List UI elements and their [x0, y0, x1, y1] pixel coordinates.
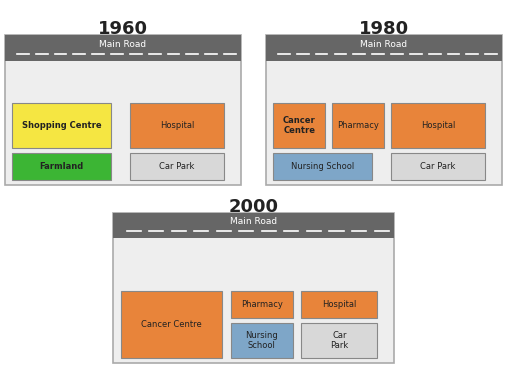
Bar [130, 153, 224, 180]
Bar [332, 103, 384, 148]
Text: Car
Park: Car Park [330, 330, 349, 350]
Text: Pharmacy: Pharmacy [241, 300, 283, 309]
Text: Shopping Centre: Shopping Centre [22, 121, 101, 130]
Text: Farmland: Farmland [39, 162, 84, 171]
Text: Nursing
School: Nursing School [246, 330, 278, 350]
Text: Pharmacy: Pharmacy [337, 121, 379, 130]
Bar [301, 323, 377, 358]
Text: Nursing School: Nursing School [291, 162, 354, 171]
Text: Cancer Centre: Cancer Centre [141, 320, 202, 329]
Text: Main Road: Main Road [360, 40, 408, 49]
FancyBboxPatch shape [5, 35, 241, 185]
Text: 2000: 2000 [228, 198, 279, 215]
Bar [121, 290, 222, 358]
Text: Hospital: Hospital [421, 121, 455, 130]
FancyBboxPatch shape [113, 213, 394, 363]
Text: Hospital: Hospital [160, 121, 194, 130]
Bar [273, 153, 372, 180]
Text: 1960: 1960 [98, 20, 148, 38]
Bar [231, 290, 293, 318]
Bar [266, 35, 502, 61]
Bar [12, 103, 111, 148]
Bar [391, 153, 485, 180]
Bar [301, 290, 377, 318]
Bar [273, 103, 325, 148]
Text: Main Road: Main Road [230, 217, 277, 226]
Bar [12, 153, 111, 180]
Bar [231, 323, 293, 358]
Text: Car Park: Car Park [159, 162, 195, 171]
Bar [391, 103, 485, 148]
FancyBboxPatch shape [266, 35, 502, 185]
Bar [113, 213, 394, 238]
Text: 1980: 1980 [359, 20, 409, 38]
Bar [5, 35, 241, 61]
Text: Cancer
Centre: Cancer Centre [283, 116, 315, 135]
Text: Car Park: Car Park [420, 162, 456, 171]
Text: Main Road: Main Road [99, 40, 146, 49]
Text: Hospital: Hospital [322, 300, 356, 309]
Bar [130, 103, 224, 148]
